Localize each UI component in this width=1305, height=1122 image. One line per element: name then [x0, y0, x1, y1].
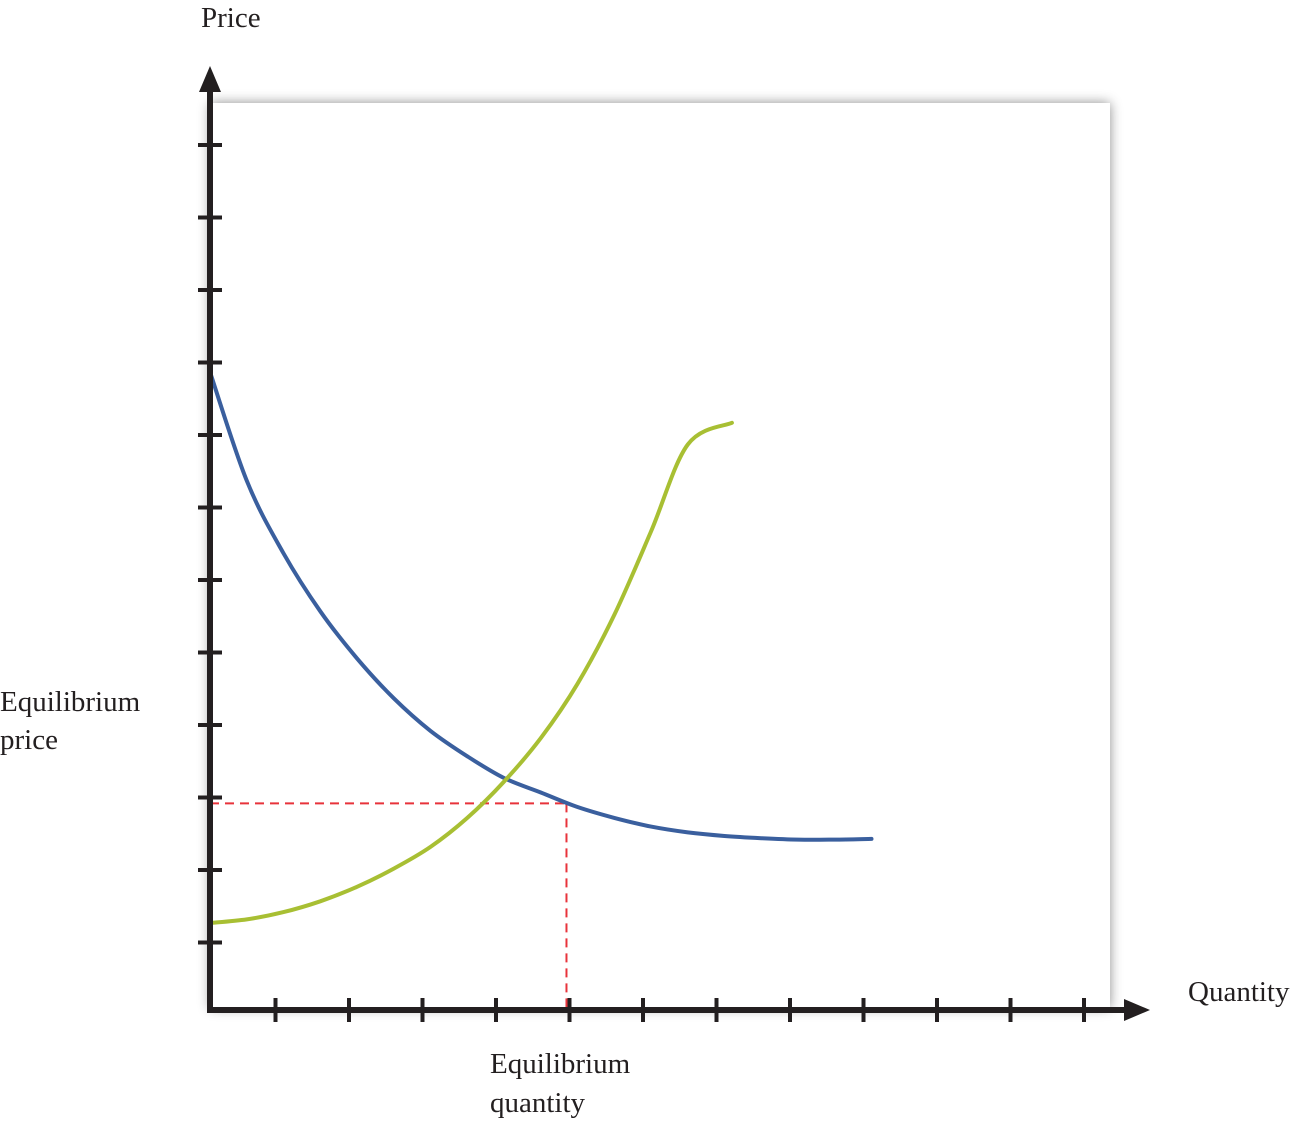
x-axis-arrowhead	[1124, 999, 1150, 1021]
plot-frame	[210, 103, 1110, 1008]
y-axis-label: Price	[201, 2, 261, 34]
supply-curve	[208, 420, 734, 925]
y-axis-arrowhead	[199, 66, 221, 92]
equilibrium-guides	[210, 802, 568, 1010]
curves	[208, 370, 874, 925]
equilibrium-quantity-label-line1: Equilibrium	[490, 1048, 631, 1080]
equilibrium-quantity-label-line2: quantity	[490, 1087, 586, 1119]
axis-ticks	[198, 143, 1086, 1022]
equilibrium-price-label-line2: price	[0, 724, 58, 756]
x-axis-label: Quantity	[1188, 976, 1290, 1008]
demand-curve	[208, 370, 874, 842]
equilibrium-price-label-line1: Equilibrium	[0, 686, 141, 718]
